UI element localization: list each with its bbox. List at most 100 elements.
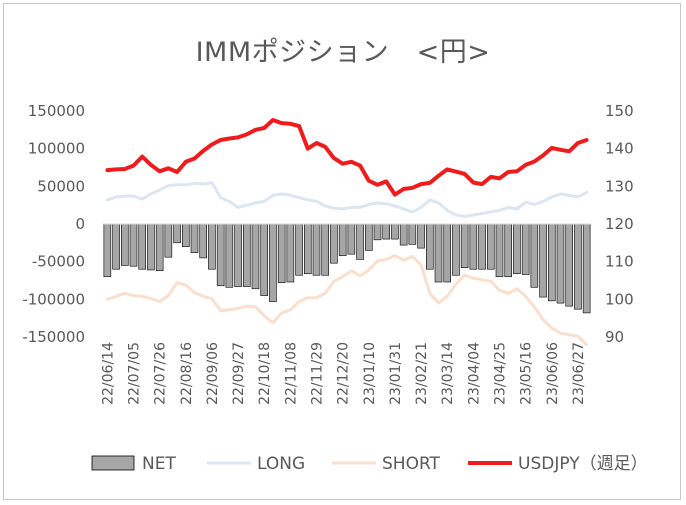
right-tick-label: 150: [605, 102, 634, 120]
net-bar: [312, 223, 321, 276]
net-bar: [234, 223, 242, 287]
x-tick-label: 23/04/25: [493, 342, 509, 405]
net-bar: [269, 223, 277, 302]
legend: NET LONG SHORT USDJPY（週足）: [91, 454, 648, 474]
net-bar: [478, 223, 486, 270]
net-bar: [155, 223, 164, 272]
net-bar: [443, 223, 452, 283]
net-bar: [164, 223, 173, 258]
net-bar: [460, 223, 469, 268]
net-bar: [408, 223, 417, 245]
x-axis-ticks: 22/06/14 22/07/05 22/07/26 22/08/16 22/09/06…: [100, 342, 587, 405]
net-bar: [199, 223, 207, 259]
net-bars: [103, 223, 591, 314]
net-bar: [338, 223, 347, 256]
right-tick-label: 130: [605, 177, 634, 195]
net-bar: [513, 223, 521, 275]
legend-label: LONG: [257, 454, 305, 474]
net-bar: [539, 223, 547, 298]
net-bar: [382, 223, 391, 240]
x-tick-label: 23/06/27: [571, 342, 587, 405]
net-bar: [452, 223, 460, 276]
net-bar: [399, 223, 408, 246]
x-tick-label: 22/07/26: [153, 342, 169, 405]
legend-swatch-net: [91, 455, 135, 471]
net-bar: [486, 223, 495, 270]
net-bar: [521, 223, 530, 275]
net-bar: [251, 223, 260, 290]
net-bar: [260, 223, 269, 296]
legend-label: SHORT: [382, 454, 441, 474]
net-bar: [391, 223, 399, 240]
net-bar: [530, 223, 539, 288]
series-line-usdjpy: [105, 118, 589, 197]
x-tick-label: 22/09/27: [231, 342, 247, 405]
x-tick-label: 22/08/16: [179, 342, 195, 405]
net-bar: [556, 223, 565, 304]
net-bar: [347, 223, 356, 255]
x-tick-label: 22/06/14: [100, 342, 116, 405]
x-tick-label: 22/09/06: [205, 342, 221, 405]
x-tick-label: 23/03/14: [440, 342, 456, 405]
x-tick-label: 22/12/20: [336, 342, 352, 405]
net-bar: [330, 223, 338, 264]
net-bar: [303, 223, 312, 275]
net-bar: [356, 223, 364, 260]
net-bar: [547, 223, 556, 302]
net-bar: [112, 223, 120, 270]
net-bar: [277, 223, 286, 284]
net-bar: [182, 223, 190, 247]
x-tick-label: 22/11/08: [283, 342, 299, 405]
net-bar: [582, 223, 591, 314]
net-bar: [565, 223, 573, 307]
net-bar: [373, 223, 382, 241]
line-series: [105, 118, 589, 346]
left-tick-label: -100000: [22, 290, 85, 308]
net-bar: [129, 223, 138, 267]
series-line-long: [105, 181, 589, 218]
net-bar: [225, 223, 234, 288]
right-tick-label: 110: [605, 253, 634, 271]
right-tick-label: 90: [605, 328, 624, 346]
x-tick-label: 23/04/04: [466, 342, 482, 405]
right-tick-label: 120: [605, 215, 634, 233]
net-bar: [243, 223, 251, 287]
left-tick-label: 0: [75, 215, 85, 233]
x-tick-label: 22/07/05: [127, 342, 143, 405]
net-bar: [417, 223, 425, 249]
net-bar: [138, 223, 146, 270]
net-bar: [216, 223, 225, 287]
legend-label: USDJPY（週足）: [518, 454, 648, 474]
net-bar: [425, 223, 434, 270]
left-tick-label: 150000: [28, 102, 85, 120]
x-tick-label: 22/10/18: [257, 342, 273, 405]
net-bar: [208, 223, 216, 270]
chart-title: IMMポジション <円>: [195, 37, 491, 68]
left-tick-label: -150000: [22, 328, 85, 346]
left-tick-label: 50000: [37, 177, 85, 195]
net-bar: [574, 223, 582, 310]
net-bar: [147, 223, 155, 271]
left-tick-label: 100000: [28, 140, 85, 158]
right-tick-label: 100: [605, 290, 634, 308]
net-bar: [469, 223, 478, 270]
x-tick-label: 23/01/10: [362, 342, 378, 405]
net-bar: [321, 223, 330, 276]
net-bar: [103, 223, 112, 278]
net-bar: [504, 223, 513, 278]
legend-label: NET: [142, 454, 176, 474]
net-bar: [173, 223, 181, 244]
x-tick-label: 23/02/21: [414, 342, 430, 405]
x-tick-label: 23/01/31: [388, 342, 404, 405]
net-bar: [121, 223, 129, 266]
right-tick-label: 140: [605, 140, 634, 158]
left-tick-label: -50000: [32, 253, 85, 271]
net-bar: [286, 223, 295, 283]
right-axis-ticks: 150 140 130 120 110 100 90: [605, 102, 634, 346]
x-tick-label: 22/11/29: [310, 342, 326, 405]
net-bar: [295, 223, 303, 276]
series-line-short: [105, 254, 589, 346]
net-bar: [190, 223, 199, 253]
net-bar: [364, 223, 373, 251]
